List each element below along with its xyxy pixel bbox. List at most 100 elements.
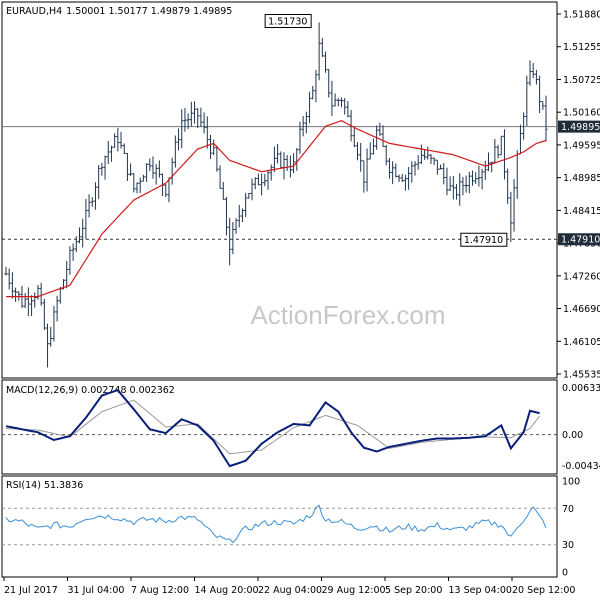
ohlc-bar xyxy=(467,171,471,194)
ohlc-bar xyxy=(359,142,363,172)
ohlc-bar xyxy=(221,181,225,200)
ohlc-bar xyxy=(81,218,85,248)
ohlc-bar xyxy=(193,101,197,124)
rsi-tick-100: 100 xyxy=(562,477,580,488)
ohlc-bar xyxy=(39,282,43,306)
ohlc-bar xyxy=(157,160,161,178)
ohlc-bar xyxy=(346,101,350,118)
ohlc-bar xyxy=(253,177,257,190)
ohlc-bar xyxy=(522,112,526,140)
ohlc-bar xyxy=(304,111,308,134)
ohlc-bar xyxy=(17,291,21,301)
ohlc-bar xyxy=(365,148,369,192)
ohlc-bar xyxy=(534,69,538,85)
ohlc-bar xyxy=(77,227,81,244)
support-price-tag-text: 1.47910 xyxy=(561,235,600,246)
time-axis-label: 31 Jul 04:00 xyxy=(68,585,125,596)
low-annotation: 1.47910 xyxy=(460,232,508,247)
symbol-label: EURAUD,H4 xyxy=(6,6,62,17)
ohlc-bar xyxy=(308,91,312,124)
ohlc-bar xyxy=(368,142,372,160)
ohlc-bar xyxy=(493,139,497,163)
ohlc-bar xyxy=(295,148,299,171)
ohlc-bar xyxy=(282,152,286,180)
watermark: ActionForex.com xyxy=(250,300,445,330)
ohlc-bar xyxy=(244,192,248,217)
high-annotation-box xyxy=(264,14,312,29)
ohlc-bar xyxy=(148,158,152,172)
ohlc-bar xyxy=(14,287,18,302)
time-axis-label: 29 Aug 12:00 xyxy=(322,585,386,596)
ohlc-bar xyxy=(528,60,532,86)
price-axis-label: 1.46690 xyxy=(563,304,600,315)
ohlc-bar xyxy=(544,95,548,142)
ohlc-bar xyxy=(138,177,142,194)
ohlc-bar xyxy=(410,161,414,183)
moving-average-line xyxy=(6,120,547,298)
ohlc-bar xyxy=(26,287,30,317)
ohlc-bar xyxy=(413,161,417,176)
rsi-panel-frame xyxy=(1,475,558,578)
ohlc-bar xyxy=(269,164,273,181)
ohlc-bar xyxy=(324,51,328,73)
ohlc-bar xyxy=(515,150,519,199)
ohlc-bar xyxy=(141,174,145,182)
rsi-line xyxy=(5,504,547,544)
ohlc-bar xyxy=(65,260,69,289)
ohlc-bar xyxy=(432,157,436,166)
ohlc-bar xyxy=(103,155,107,180)
ohlc-bar xyxy=(285,155,289,171)
ohlc-bar xyxy=(109,145,113,162)
ohlc-bar xyxy=(451,175,455,200)
ohlc-bar xyxy=(218,165,222,189)
ohlc-bar xyxy=(506,168,510,204)
ohlc-bar xyxy=(336,98,340,107)
ohlc-bar xyxy=(426,146,430,160)
ohlc-bar xyxy=(84,198,88,240)
ohlc-bar xyxy=(113,133,117,148)
ohlc-bar xyxy=(362,160,366,193)
rsi-tick-30: 30 xyxy=(562,540,574,551)
low-annotation-box xyxy=(460,232,508,247)
ohlc-bar xyxy=(196,108,200,128)
ohlc-bar xyxy=(419,144,423,165)
ohlc-bar xyxy=(87,194,91,218)
ohlc-bar xyxy=(30,295,34,316)
ohlc-bar xyxy=(100,162,104,176)
ohlc-bar xyxy=(298,121,302,154)
ohlc-bar xyxy=(292,153,296,174)
price-axis-label: 1.50725 xyxy=(563,75,600,86)
macd-signal-line xyxy=(5,399,540,455)
ohlc-bar xyxy=(464,175,468,193)
ohlc-bar xyxy=(378,122,382,136)
ohlc-bar xyxy=(531,63,535,78)
high-annotation: 1.51730 xyxy=(264,14,312,29)
ohlc-bar xyxy=(125,152,129,181)
ohlc-bar xyxy=(23,293,27,309)
ohlc-bar xyxy=(71,243,75,261)
ohlc-bar xyxy=(68,246,72,275)
ohlc-bar xyxy=(458,173,462,206)
ohlc-bar xyxy=(461,177,465,196)
ohlc-bar xyxy=(208,135,212,159)
ohlc-bar xyxy=(260,173,264,196)
ohlc-bar xyxy=(177,128,181,151)
time-axis-label: 21 Jul 2017 xyxy=(4,585,58,596)
ohlc-bar xyxy=(247,192,251,199)
ohlc-bar xyxy=(435,159,439,175)
ohlc-bar xyxy=(250,178,254,201)
ohlc-bar xyxy=(448,176,452,191)
price-axis-label: 1.48415 xyxy=(563,206,600,217)
ohlc-bar xyxy=(400,173,404,182)
current-price-tag-bg xyxy=(558,120,600,133)
price-axis: 1.51880 1.51255 1.50725 1.50160 1.49595 1.489… xyxy=(557,10,600,381)
ohlc-bar xyxy=(164,184,168,197)
ohlc-bar xyxy=(74,236,78,253)
ohlc-bar xyxy=(10,272,14,299)
ohlc-bar xyxy=(327,69,331,98)
ohlc-bar xyxy=(423,150,427,160)
ohlc-bar xyxy=(173,135,177,168)
ohlc-bar xyxy=(106,141,110,165)
low-annotation-text: 1.47910 xyxy=(464,235,503,246)
ohlc-bar xyxy=(387,157,391,179)
